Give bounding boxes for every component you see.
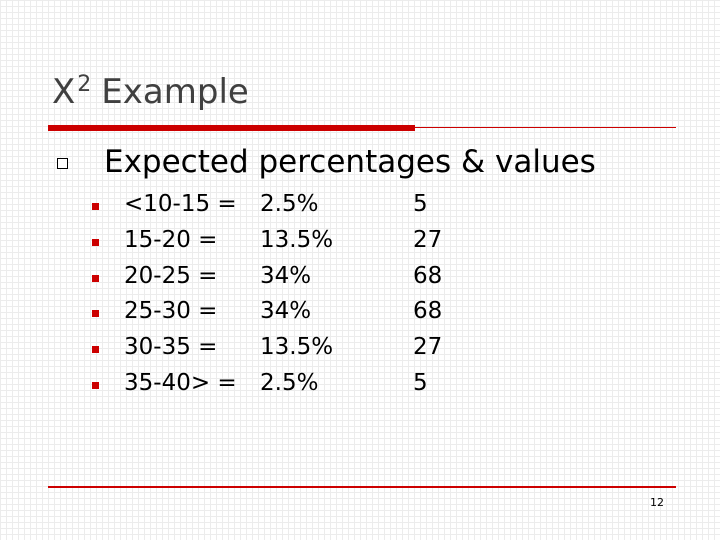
expected-value: 27 (413, 226, 443, 253)
sub-bullet-icon (92, 203, 99, 210)
sub-bullet-icon (92, 274, 99, 282)
range-label: <10-15 = (124, 191, 237, 217)
page-number: 12 (650, 496, 664, 509)
percentage: 2.5% (260, 191, 319, 217)
expected-value: 5 (413, 370, 428, 396)
title-rule-thin (415, 127, 676, 128)
range-label: 35-40> = (124, 370, 237, 396)
title-superscript: 2 (77, 72, 92, 97)
slide-title: X2 Example (52, 72, 249, 112)
sub-bullet-icon (92, 310, 99, 318)
percentage: 13.5% (260, 334, 334, 361)
range-label: 20-25 = (124, 262, 218, 289)
range-label: 25-30 = (124, 298, 218, 325)
title-rest: Example (101, 72, 249, 112)
expected-value: 5 (413, 191, 428, 217)
expected-value: 68 (413, 262, 443, 289)
percentage: 2.5% (260, 370, 319, 396)
footer-rule (48, 486, 676, 488)
range-label: 30-35 = (124, 334, 218, 361)
range-label: 15-20 = (124, 226, 218, 253)
bullet-icon (57, 158, 68, 169)
sub-bullet-icon (92, 382, 99, 389)
percentage: 13.5% (260, 226, 334, 253)
title-base: X (52, 72, 76, 112)
sub-bullet-icon (92, 346, 99, 354)
bullet-text: Expected percentages & values (104, 144, 596, 180)
expected-value: 27 (413, 334, 443, 361)
sub-bullet-icon (92, 238, 99, 246)
percentage: 34% (260, 262, 312, 289)
expected-value: 68 (413, 298, 443, 325)
title-rule-thick (48, 125, 415, 131)
percentage: 34% (260, 298, 312, 325)
